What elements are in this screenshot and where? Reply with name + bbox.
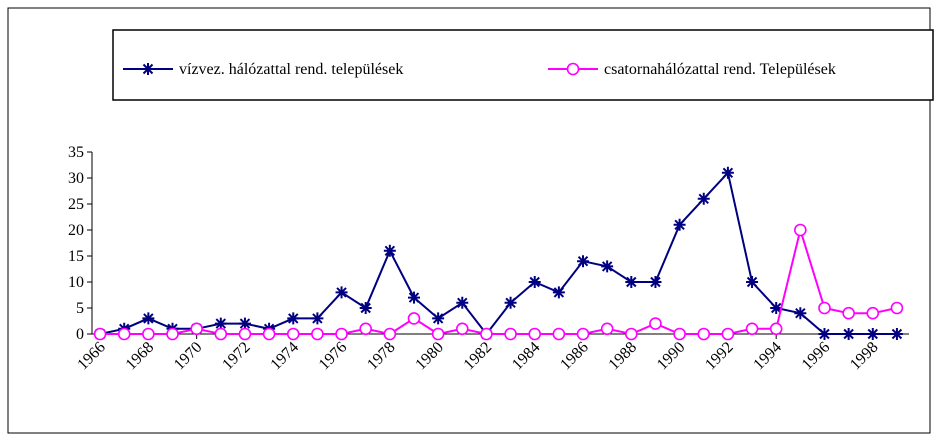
point-marker	[625, 327, 638, 341]
point-marker	[721, 327, 735, 341]
point-marker	[649, 276, 662, 288]
point-marker	[407, 312, 421, 325]
point-marker	[769, 322, 783, 336]
point-marker	[770, 302, 783, 314]
point-marker	[745, 322, 759, 336]
point-marker	[818, 301, 831, 315]
point-marker	[890, 328, 903, 340]
y-tick-label: 10	[68, 274, 84, 291]
point-marker	[383, 327, 397, 341]
point-marker	[359, 322, 372, 336]
point-marker	[552, 327, 566, 341]
point-marker	[649, 317, 662, 330]
legend-label: vízvez. hálózattal rend. települések	[179, 61, 403, 78]
point-marker	[480, 327, 493, 341]
point-marker	[335, 286, 348, 299]
point-marker	[190, 322, 203, 336]
point-marker	[576, 327, 590, 341]
point-marker	[214, 317, 227, 330]
point-marker	[625, 276, 638, 288]
point-marker	[528, 327, 542, 341]
point-marker	[842, 306, 855, 320]
legend-box	[112, 29, 934, 101]
point-marker	[432, 312, 445, 325]
point-marker	[504, 296, 517, 309]
point-marker	[456, 296, 469, 309]
point-marker	[818, 328, 831, 340]
point-marker	[93, 327, 107, 341]
point-marker	[794, 223, 807, 237]
point-marker	[721, 166, 734, 179]
point-marker	[238, 327, 252, 341]
point-marker	[166, 327, 179, 341]
point-marker	[286, 327, 300, 341]
point-marker	[866, 328, 879, 340]
point-marker	[142, 327, 155, 341]
point-marker	[673, 327, 686, 341]
y-tick-label: 25	[68, 196, 84, 213]
y-tick-label: 0	[76, 326, 84, 343]
point-marker	[407, 291, 420, 304]
point-marker	[117, 327, 131, 341]
point-marker	[238, 317, 251, 330]
y-tick-label: 30	[68, 170, 84, 187]
point-marker	[455, 322, 469, 336]
point-marker	[600, 322, 614, 336]
point-marker	[504, 327, 517, 341]
series-line	[100, 226, 898, 336]
legend-marker	[566, 62, 580, 76]
point-marker	[794, 307, 807, 320]
point-marker	[890, 301, 904, 315]
point-marker	[311, 312, 324, 325]
point-marker	[673, 218, 686, 231]
legend-label: csatornahálózattal rend. Települések	[604, 61, 836, 78]
point-marker	[601, 260, 614, 273]
point-marker	[287, 312, 300, 325]
point-marker	[528, 276, 541, 288]
point-marker	[142, 312, 155, 325]
point-marker	[552, 286, 565, 299]
point-marker	[431, 327, 445, 341]
point-marker	[262, 327, 276, 341]
point-marker	[335, 327, 348, 341]
y-tick-label: 5	[76, 300, 84, 317]
point-marker	[311, 327, 324, 341]
legend-marker	[142, 63, 154, 75]
y-tick-label: 15	[68, 248, 84, 265]
series	[93, 223, 904, 341]
point-marker	[697, 327, 711, 341]
point-marker	[359, 302, 372, 314]
point-marker	[214, 327, 228, 341]
point-marker	[697, 192, 710, 205]
point-marker	[866, 306, 880, 320]
series	[94, 166, 903, 340]
point-marker	[746, 276, 759, 288]
point-marker	[577, 255, 590, 268]
point-marker	[842, 328, 855, 340]
y-tick-label: 20	[68, 222, 84, 239]
point-marker	[383, 244, 396, 257]
y-tick-label: 35	[68, 144, 84, 161]
series-line	[99, 170, 897, 336]
